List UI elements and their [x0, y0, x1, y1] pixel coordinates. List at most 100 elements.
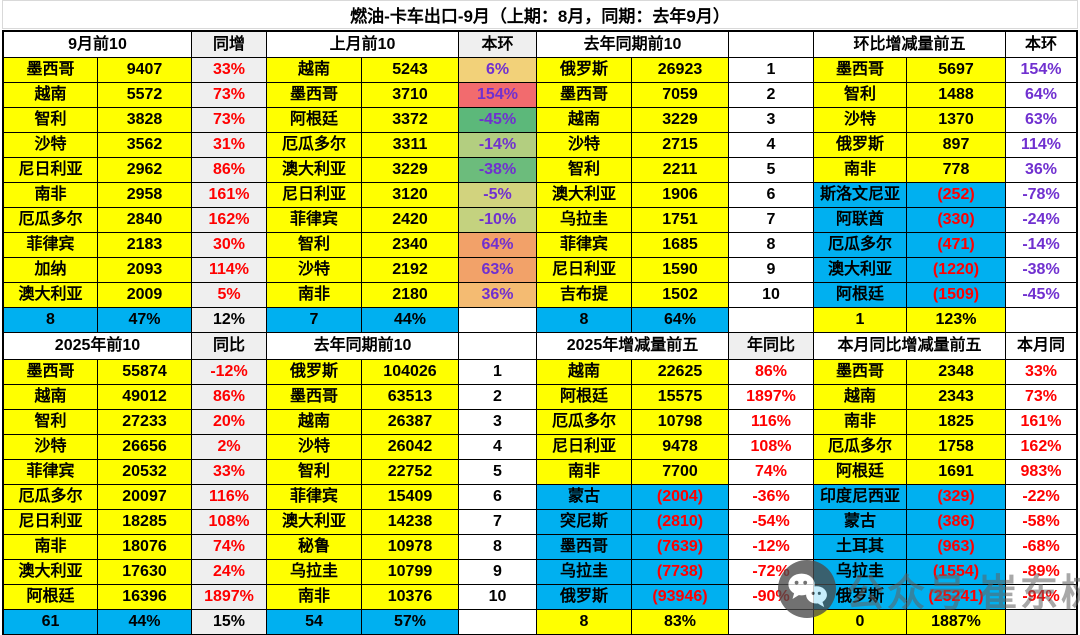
- table-title: 燃油-卡车出口-9月（上期：8月，同期：去年9月）: [2, 0, 1078, 29]
- value-cell: (1220): [907, 258, 1005, 282]
- block-aux-header-top-0: 同增: [192, 32, 266, 57]
- pct-cell: -14%: [1006, 233, 1076, 257]
- country-cell: 澳大利亚: [267, 158, 361, 182]
- country-cell: 突尼斯: [537, 510, 631, 534]
- summary-extra-cell: [729, 610, 813, 634]
- block-header-bottom-1: 去年同期前10: [267, 333, 458, 359]
- country-cell: 斯洛文尼亚: [814, 183, 906, 207]
- value-cell: 26387: [362, 410, 458, 434]
- pct-cell: 5%: [192, 283, 266, 307]
- country-cell: 澳大利亚: [537, 183, 631, 207]
- country-cell: 墨西哥: [4, 58, 97, 82]
- block-aux-header-top-2: [729, 32, 813, 57]
- value-cell: 20097: [98, 485, 191, 509]
- country-cell: 墨西哥: [814, 58, 906, 82]
- value-cell: 1370: [907, 108, 1005, 132]
- country-cell: 越南: [4, 83, 97, 107]
- value-cell: 10978: [362, 535, 458, 559]
- pct-cell: 108%: [192, 510, 266, 534]
- country-cell: 加纳: [4, 258, 97, 282]
- summary-extra-cell: 15%: [192, 610, 266, 634]
- value-cell: 9407: [98, 58, 191, 82]
- country-cell: 智利: [4, 108, 97, 132]
- value-cell: 1590: [632, 258, 728, 282]
- value-cell: (25241): [907, 585, 1005, 609]
- value-cell: 3229: [362, 158, 458, 182]
- summary-share-cell: 83%: [632, 610, 728, 634]
- country-cell: 吉布提: [537, 283, 631, 307]
- pct-cell: 64%: [1006, 83, 1076, 107]
- pct-cell: 983%: [1006, 460, 1076, 484]
- value-cell: 2211: [632, 158, 728, 182]
- value-cell: 3120: [362, 183, 458, 207]
- pct-cell: 74%: [729, 460, 813, 484]
- pct-cell: 116%: [729, 410, 813, 434]
- pct-cell: 33%: [1006, 360, 1076, 384]
- block-header-top-2: 去年同期前10: [537, 32, 728, 57]
- country-cell: 南非: [537, 460, 631, 484]
- value-cell: 2348: [907, 360, 1005, 384]
- country-cell: 厄瓜多尔: [537, 410, 631, 434]
- value-cell: (330): [907, 208, 1005, 232]
- value-cell: 2420: [362, 208, 458, 232]
- country-cell: 尼日利亚: [537, 258, 631, 282]
- value-cell: 3710: [362, 83, 458, 107]
- value-cell: 26656: [98, 435, 191, 459]
- country-cell: 越南: [267, 58, 361, 82]
- pct-cell: 162%: [1006, 435, 1076, 459]
- value-cell: 3828: [98, 108, 191, 132]
- summary-count-cell: 7: [267, 308, 361, 332]
- value-cell: 2093: [98, 258, 191, 282]
- value-cell: 63513: [362, 385, 458, 409]
- summary-share-cell: 123%: [907, 308, 1005, 332]
- country-cell: 阿联酋: [814, 208, 906, 232]
- country-cell: 秘鲁: [267, 535, 361, 559]
- value-cell: 2183: [98, 233, 191, 257]
- pct-cell: -24%: [1006, 208, 1076, 232]
- pct-cell: -45%: [459, 108, 536, 132]
- rank-cell: 5: [729, 158, 813, 182]
- summary-share-cell: 44%: [362, 308, 458, 332]
- country-cell: 南非: [814, 158, 906, 182]
- summary-share-cell: 64%: [632, 308, 728, 332]
- pct-cell: 36%: [459, 283, 536, 307]
- value-cell: 10798: [632, 410, 728, 434]
- pct-cell: 1897%: [192, 585, 266, 609]
- country-cell: 厄瓜多尔: [814, 233, 906, 257]
- value-cell: 2962: [98, 158, 191, 182]
- rank-cell: 10: [459, 585, 536, 609]
- country-cell: 智利: [4, 410, 97, 434]
- value-cell: 1758: [907, 435, 1005, 459]
- summary-share-cell: 47%: [98, 308, 191, 332]
- summary-count-cell: 8: [4, 308, 97, 332]
- value-cell: 15575: [632, 385, 728, 409]
- pct-cell: 114%: [192, 258, 266, 282]
- country-cell: 南非: [267, 283, 361, 307]
- value-cell: 3372: [362, 108, 458, 132]
- pct-cell: 86%: [192, 385, 266, 409]
- rank-cell: 2: [459, 385, 536, 409]
- pct-cell: 31%: [192, 133, 266, 157]
- rank-cell: 7: [459, 510, 536, 534]
- country-cell: 阿根廷: [4, 585, 97, 609]
- value-cell: 26923: [632, 58, 728, 82]
- value-cell: 22752: [362, 460, 458, 484]
- country-cell: 乌拉圭: [537, 560, 631, 584]
- value-cell: (1509): [907, 283, 1005, 307]
- pct-cell: 1897%: [729, 385, 813, 409]
- value-cell: 104026: [362, 360, 458, 384]
- rank-cell: 6: [729, 183, 813, 207]
- pct-cell: -14%: [459, 133, 536, 157]
- country-cell: 俄罗斯: [537, 585, 631, 609]
- country-cell: 澳大利亚: [814, 258, 906, 282]
- country-cell: 墨西哥: [537, 535, 631, 559]
- country-cell: 越南: [814, 385, 906, 409]
- pct-cell: 64%: [459, 233, 536, 257]
- value-cell: (2004): [632, 485, 728, 509]
- country-cell: 沙特: [267, 258, 361, 282]
- country-cell: 墨西哥: [267, 385, 361, 409]
- value-cell: 1488: [907, 83, 1005, 107]
- rank-cell: 6: [459, 485, 536, 509]
- pct-cell: 63%: [1006, 108, 1076, 132]
